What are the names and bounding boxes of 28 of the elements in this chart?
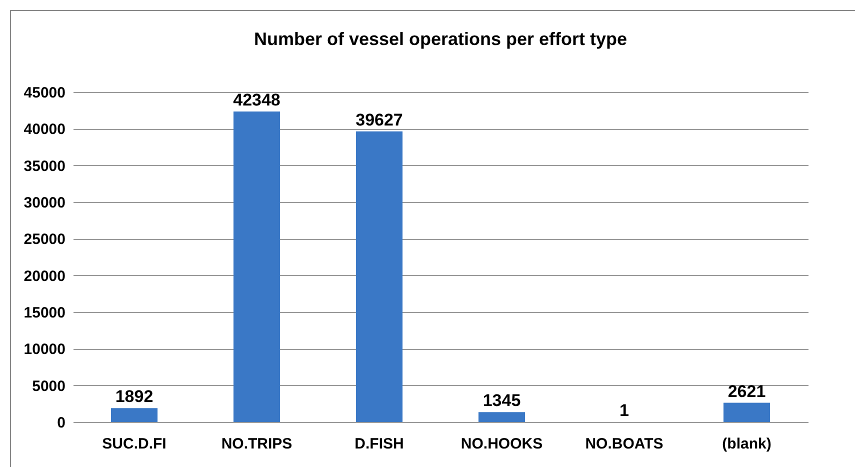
y-tick-label: 45000 [24,84,66,102]
y-tick-label: 25000 [24,231,66,248]
x-tick-label: NO.BOATS [585,436,664,452]
data-label: 2621 [728,382,766,401]
x-tick-label: NO.TRIPS [221,436,292,452]
x-tick-label: NO.HOOKS [460,436,543,452]
y-tick-label: 0 [57,414,66,432]
bar [723,402,770,422]
y-tick-label: 10000 [24,341,66,358]
data-label: 39627 [356,110,403,130]
chart-title: Number of vessel operations per effort type [254,29,628,49]
bar [233,111,280,422]
y-tick-label: 30000 [24,194,66,212]
bar [478,412,526,422]
y-tick-label: 20000 [24,268,66,285]
y-tick-label: 15000 [24,304,66,322]
bar [110,408,158,422]
bar [356,131,403,422]
data-label: 1892 [115,387,154,406]
data-label: 42348 [233,90,280,110]
data-label: 1 [620,400,629,420]
x-tick-label: SUC.D.FI [102,436,166,452]
x-tick-label: (blank) [722,436,772,452]
data-label: 1345 [482,391,521,410]
x-tick-label: D.FISH [354,436,404,452]
y-tick-label: 35000 [24,158,66,175]
y-tick-label: 5000 [32,378,66,395]
y-tick-label: 40000 [24,121,66,138]
